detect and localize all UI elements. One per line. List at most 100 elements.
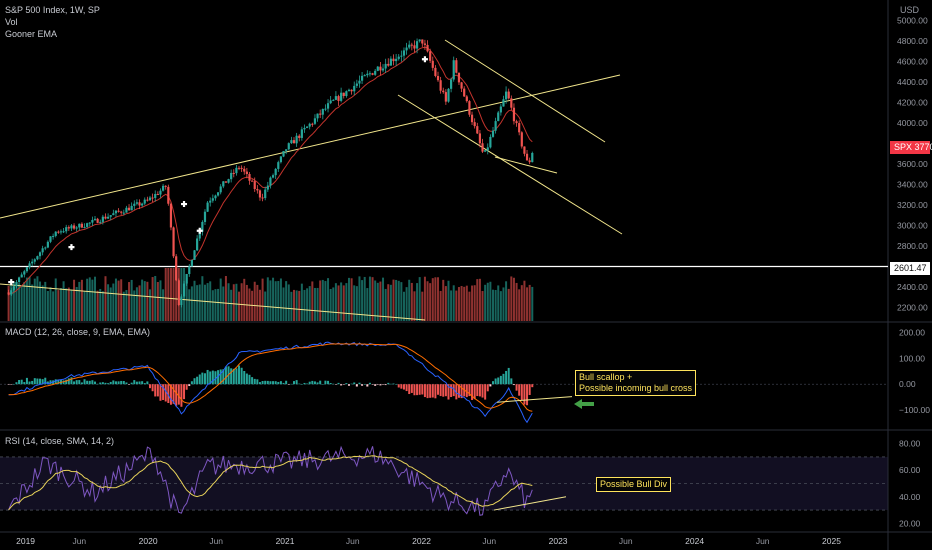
volume-bar <box>224 276 227 321</box>
macd-histogram-bar <box>162 384 165 400</box>
vol-legend[interactable]: Vol <box>5 17 18 27</box>
volume-bar <box>285 281 288 321</box>
macd-pane[interactable] <box>0 341 888 424</box>
macd-histogram-bar <box>389 383 392 385</box>
macd-histogram-bar <box>526 384 529 406</box>
candle-body <box>148 197 152 201</box>
volume-bar <box>512 277 515 321</box>
volume-bar <box>94 276 97 321</box>
candle-body <box>104 216 107 219</box>
volume-bar <box>167 268 170 321</box>
macd-line <box>8 341 533 424</box>
macd-histogram-bar <box>295 380 298 385</box>
volume-bar <box>350 278 353 321</box>
rsi-tick-label: 80.00 <box>899 439 921 449</box>
time-tick-label: Jun <box>482 536 496 546</box>
macd-histogram-bar <box>457 384 460 398</box>
candle-body <box>203 211 207 222</box>
macd-histogram-bar <box>290 383 293 385</box>
macd-histogram-bar <box>196 376 199 385</box>
macd-histogram-bar <box>86 380 89 385</box>
macd-histogram-bar <box>492 381 495 385</box>
volume-bar <box>418 277 421 321</box>
symbol-title[interactable]: S&P 500 Index, 1W, SP <box>5 5 100 15</box>
macd-histogram-bar <box>363 384 366 385</box>
macd-histogram-bar <box>494 378 497 385</box>
volume-bar <box>272 277 275 321</box>
volume-bar <box>269 280 272 321</box>
macd-histogram-bar <box>405 384 408 392</box>
macd-histogram-bar <box>520 384 523 400</box>
rsi-pane[interactable] <box>0 445 888 516</box>
candle-body <box>326 103 330 109</box>
candle-body <box>219 186 222 193</box>
candle-body <box>353 85 356 92</box>
volume-bar <box>258 289 261 321</box>
candle-body <box>271 175 275 178</box>
candle-body <box>93 218 97 220</box>
macd-histogram-bar <box>502 373 505 385</box>
macd-title[interactable]: MACD (12, 26, close, 9, EMA, EMA) <box>5 327 151 337</box>
volume-bar <box>143 281 146 321</box>
volume-bar <box>353 285 356 321</box>
macd-histogram-bar <box>159 384 162 401</box>
macd-histogram-bar <box>248 374 251 385</box>
volume-bar <box>146 281 149 321</box>
candle-body <box>397 56 400 59</box>
candle-body <box>285 149 288 151</box>
candle-body <box>52 235 55 237</box>
price-pane[interactable] <box>0 38 888 321</box>
volume-bar <box>295 290 298 321</box>
volume-bar <box>313 287 316 321</box>
candle-body <box>175 256 178 281</box>
macd-histogram-bar <box>279 381 282 385</box>
volume-bar <box>319 280 322 321</box>
rsi-line <box>8 445 533 516</box>
macd-histogram-bar <box>358 382 361 385</box>
candle-body <box>269 177 272 186</box>
volume-bar <box>7 285 10 321</box>
signal-marker-icon <box>68 244 75 251</box>
macd-histogram-bar <box>324 380 327 385</box>
long-trendline <box>0 74 621 219</box>
volume-bar <box>347 277 350 321</box>
macd-histogram-bar <box>442 384 445 397</box>
macd-histogram-bar <box>355 384 358 387</box>
macd-histogram-bar <box>135 381 138 385</box>
volume-bar <box>23 281 26 321</box>
volume-bar <box>444 286 447 321</box>
candle-body <box>151 197 154 199</box>
time-tick-label: Jun <box>619 536 633 546</box>
volume-bar <box>476 279 479 321</box>
volume-bar <box>395 279 398 321</box>
price-tick-label: 2200.00 <box>897 303 928 313</box>
candle-body <box>266 185 269 190</box>
price-tick-label: 2800.00 <box>897 241 928 251</box>
candle-body <box>211 198 214 201</box>
candle-body <box>41 248 44 253</box>
macd-histogram-bar <box>387 382 390 385</box>
macd-histogram-bar <box>143 383 146 385</box>
macd-histogram-bar <box>101 382 104 385</box>
volume-bar <box>25 277 28 321</box>
volume-bar <box>439 290 442 321</box>
candle-body <box>478 133 482 144</box>
candle-body <box>67 227 70 229</box>
volume-bar <box>44 281 47 321</box>
macd-histogram-bar <box>347 384 350 386</box>
candle-body <box>20 274 23 278</box>
volume-bar <box>245 284 248 321</box>
macd-histogram-bar <box>471 384 474 401</box>
rsi-title[interactable]: RSI (14, close, SMA, 14, 2) <box>5 436 115 446</box>
candle-body <box>253 181 256 189</box>
macd-histogram-bar <box>374 384 377 386</box>
candle-body <box>17 277 21 283</box>
candle-body <box>38 252 42 257</box>
macd-histogram-bar <box>15 382 18 385</box>
candle-body <box>279 156 283 163</box>
macd-histogram-bar <box>230 368 233 385</box>
volume-bar <box>238 291 241 321</box>
candle-body <box>518 123 521 133</box>
ema-legend[interactable]: Gooner EMA <box>5 29 58 39</box>
